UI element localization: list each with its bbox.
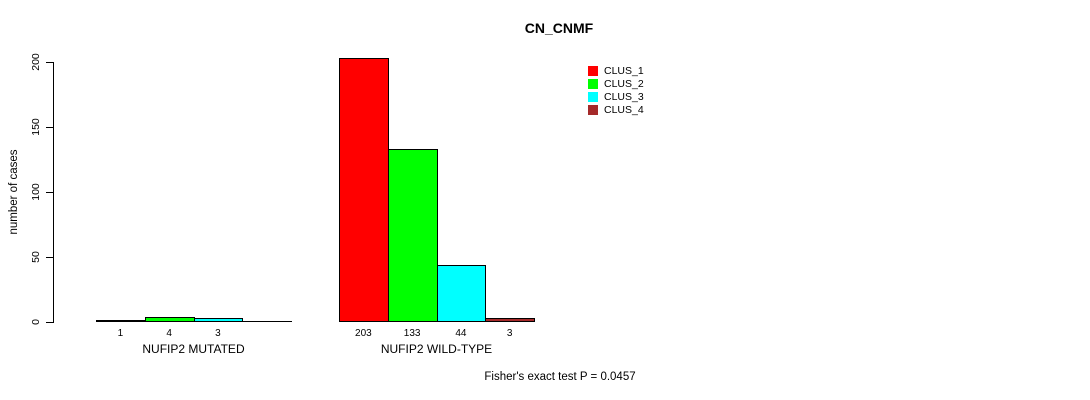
legend-swatch-icon [588, 78, 598, 89]
legend-item: CLUS_1 [588, 64, 644, 77]
y-tick-label: 0 [30, 319, 42, 325]
y-tick-mark [46, 127, 53, 128]
y-tick-label: 50 [30, 251, 42, 263]
bar-clus_3-wild-type [436, 265, 487, 322]
stat-annotation: Fisher's exact test P = 0.0457 [484, 371, 636, 383]
y-tick-label: 100 [30, 183, 42, 201]
group-label: NUFIP2 MUTATED [142, 342, 245, 356]
chart-title: CN_CNMF [524, 20, 594, 36]
bar-value-label: 3 [506, 328, 513, 339]
bar-clus_1-mutated [96, 320, 146, 322]
bar-value-label: 203 [355, 328, 372, 339]
y-tick-mark [46, 322, 53, 323]
y-tick-mark [46, 192, 53, 193]
y-tick-mark [46, 62, 53, 63]
legend-item: CLUS_2 [588, 77, 644, 90]
legend-swatch-icon [588, 65, 598, 76]
legend-label: CLUS_1 [604, 64, 644, 77]
bar-value-label: 133 [403, 328, 421, 339]
bar-value-label: 1 [117, 328, 124, 339]
bar-clus_4-wild-type [485, 318, 535, 322]
legend-swatch-icon [588, 91, 598, 102]
legend-item: CLUS_3 [588, 90, 644, 103]
y-tick-label: 150 [30, 118, 42, 136]
y-tick-mark [46, 257, 53, 258]
y-tick-label: 200 [30, 53, 42, 71]
bar-clus_1-wild-type [339, 58, 389, 322]
legend-item: CLUS_4 [588, 103, 644, 116]
legend-swatch-icon [588, 104, 598, 115]
bar-clus_3-mutated [193, 318, 244, 322]
legend: CLUS_1 CLUS_2 CLUS_3 CLUS_4 [588, 64, 644, 116]
bar-value-label: 44 [455, 328, 467, 339]
legend-label: CLUS_4 [604, 103, 644, 116]
y-axis-line [53, 62, 54, 323]
bar-clus_2-mutated [144, 317, 195, 322]
bar-clus_2-wild-type [387, 149, 438, 322]
bar-value-label: 3 [215, 328, 221, 339]
bar-clus_4-mutated [242, 321, 292, 322]
group-label: NUFIP2 WILD-TYPE [380, 342, 493, 356]
bar-value-label: 4 [166, 328, 172, 339]
legend-label: CLUS_3 [604, 90, 644, 103]
legend-label: CLUS_2 [604, 77, 644, 90]
y-axis-label: number of cases [8, 149, 20, 235]
